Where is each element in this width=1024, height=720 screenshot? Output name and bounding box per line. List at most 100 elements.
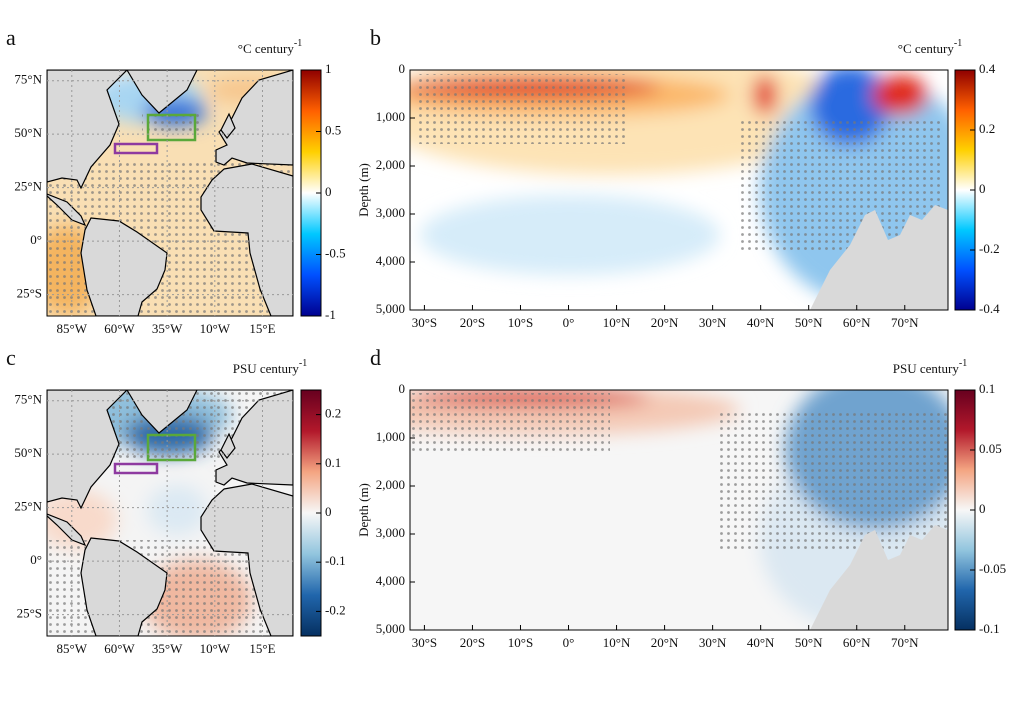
colorbar-tick-label: -0.1 — [979, 621, 1000, 636]
colorbar-tick-label: -0.1 — [325, 553, 346, 568]
y-tick-label: 50°N — [14, 125, 42, 140]
colorbar-tick-label: -0.2 — [979, 241, 1000, 256]
x-tick-label: 60°W — [104, 641, 135, 656]
panel-label: b — [370, 25, 381, 50]
x-tick-label: 15°E — [249, 641, 275, 656]
unit-text: °C century — [238, 41, 295, 56]
colorbar-tick-label: -0.4 — [979, 301, 1000, 316]
y-tick-label: 2,000 — [376, 477, 405, 492]
colorbar-tick-label: 0 — [325, 184, 332, 199]
y-tick-label: 25°S — [17, 286, 42, 301]
colorbar-unit: °C century-1 — [238, 38, 302, 56]
colorbar-tick-label: 1 — [325, 61, 332, 76]
y-tick-label: 0° — [30, 232, 42, 247]
x-tick-label: 50°N — [795, 635, 823, 650]
x-tick-label: 10°S — [508, 635, 533, 650]
y-tick-label: 1,000 — [376, 109, 405, 124]
colorbar-tick-label: 0 — [979, 501, 986, 516]
y-tick-label: 25°S — [17, 606, 42, 621]
colorbar-tick-label: 0.1 — [325, 455, 341, 470]
x-tick-label: 60°N — [843, 315, 871, 330]
panel-label: a — [6, 25, 16, 50]
plot-frame — [46, 389, 294, 637]
y-tick-label: 25°N — [14, 499, 42, 514]
field-c — [47, 390, 293, 636]
y-axis-label: Depth (m) — [356, 163, 371, 217]
colorbar-tick-label: -0.05 — [979, 561, 1006, 576]
field-b — [410, 70, 948, 310]
x-tick-label: 85°W — [57, 641, 88, 656]
colorbar-unit: °C century-1 — [898, 38, 962, 56]
x-tick-label: 20°N — [651, 635, 679, 650]
y-tick-label: 4,000 — [376, 253, 405, 268]
field-d — [410, 390, 948, 630]
x-tick-label: 10°S — [508, 315, 533, 330]
colorbar-tick-label: 0 — [979, 181, 986, 196]
x-tick-label: 0° — [563, 635, 575, 650]
unit-text: PSU century — [893, 361, 960, 376]
x-tick-label: 40°N — [747, 635, 775, 650]
colorbar-tick-label: 0 — [325, 504, 332, 519]
x-tick-label: 40°N — [747, 315, 775, 330]
x-tick-label: 0° — [563, 315, 575, 330]
x-tick-label: 30°N — [699, 315, 727, 330]
x-tick-label: 60°W — [104, 321, 135, 336]
colorbar-tick-label: -0.5 — [325, 245, 346, 260]
field-a — [47, 70, 293, 316]
unit-text: PSU century — [233, 361, 300, 376]
colorbar-tick-label: 0.5 — [325, 122, 341, 137]
y-tick-label: 4,000 — [376, 573, 405, 588]
x-tick-label: 10°N — [603, 635, 631, 650]
x-tick-label: 10°N — [603, 315, 631, 330]
plot-frame — [409, 69, 949, 311]
colorbar-tick-label: -1 — [325, 307, 336, 322]
y-tick-label: 1,000 — [376, 429, 405, 444]
colorbar-tick-label: 0.2 — [979, 121, 995, 136]
unit-exponent: -1 — [294, 38, 302, 49]
x-tick-label: 30°S — [412, 635, 437, 650]
colorbar-tick-label: 0.1 — [979, 381, 995, 396]
colorbar-unit: PSU century-1 — [893, 358, 967, 376]
x-tick-label: 60°N — [843, 635, 871, 650]
y-tick-label: 2,000 — [376, 157, 405, 172]
y-tick-label: 50°N — [14, 445, 42, 460]
x-tick-label: 50°N — [795, 315, 823, 330]
x-tick-label: 85°W — [57, 321, 88, 336]
x-tick-label: 10°W — [200, 641, 231, 656]
unit-exponent: -1 — [954, 38, 962, 49]
plot-frame — [409, 389, 949, 631]
y-axis-label: Depth (m) — [356, 483, 371, 537]
unit-exponent: -1 — [299, 358, 307, 369]
y-tick-label: 0 — [399, 61, 406, 76]
panel-label: d — [370, 345, 381, 370]
y-tick-label: 0° — [30, 552, 42, 567]
x-tick-label: 35°W — [152, 321, 183, 336]
x-tick-label: 20°N — [651, 315, 679, 330]
plot-frame — [46, 69, 294, 317]
y-tick-label: 3,000 — [376, 525, 405, 540]
x-tick-label: 30°S — [412, 315, 437, 330]
x-tick-label: 20°S — [460, 315, 485, 330]
y-tick-label: 75°N — [14, 72, 42, 87]
unit-exponent: -1 — [959, 358, 967, 369]
colorbar-tick-label: -0.2 — [325, 602, 346, 617]
y-tick-label: 5,000 — [376, 621, 405, 636]
y-tick-label: 0 — [399, 381, 406, 396]
x-tick-label: 70°N — [891, 635, 919, 650]
colorbar-unit: PSU century-1 — [233, 358, 307, 376]
y-tick-label: 3,000 — [376, 205, 405, 220]
colorbar-tick-label: 0.4 — [979, 61, 996, 76]
y-tick-label: 25°N — [14, 179, 42, 194]
x-tick-label: 70°N — [891, 315, 919, 330]
x-tick-label: 30°N — [699, 635, 727, 650]
colorbar-tick-label: 0.05 — [979, 441, 1002, 456]
x-tick-label: 20°S — [460, 635, 485, 650]
x-tick-label: 15°E — [249, 321, 275, 336]
y-tick-label: 75°N — [14, 392, 42, 407]
x-tick-label: 35°W — [152, 641, 183, 656]
y-tick-label: 5,000 — [376, 301, 405, 316]
panel-label: c — [6, 345, 16, 370]
x-tick-label: 10°W — [200, 321, 231, 336]
unit-text: °C century — [898, 41, 955, 56]
